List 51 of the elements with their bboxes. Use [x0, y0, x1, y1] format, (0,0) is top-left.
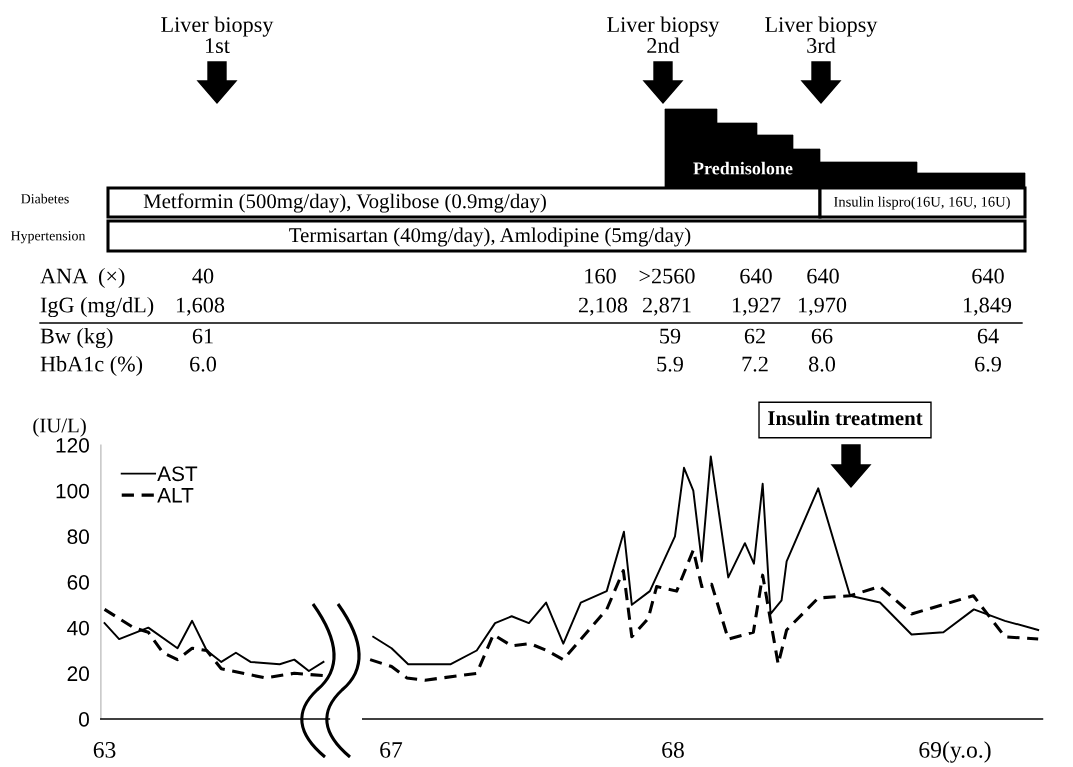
y-tick-label: 20: [67, 666, 89, 682]
y-axis-title: (IU/L): [33, 417, 86, 437]
x-tick-label: 68: [662, 741, 684, 758]
y-tick-label: 40: [67, 620, 89, 636]
text: 160: [585, 268, 616, 284]
x-tick-label: 67: [380, 741, 403, 758]
text: 59: [660, 328, 681, 344]
text: Diabetes: [21, 193, 69, 204]
text: 1,970: [798, 297, 847, 316]
text: 640: [740, 268, 772, 284]
line-series: [103, 607, 325, 680]
text: Liver biopsy 1st: [161, 16, 274, 54]
x-tick-label: 63: [93, 741, 116, 758]
text: Bw (kg): [40, 327, 113, 349]
y-tick-label: 60: [67, 575, 89, 590]
text: 61: [192, 328, 213, 344]
text: 2,108: [578, 297, 628, 316]
y-tick-label: 80: [67, 529, 89, 545]
text: Insulin treatment: [768, 410, 923, 426]
text: HbA1c (%): [40, 355, 143, 377]
text: 1,927: [732, 297, 781, 316]
x-tick-label: 69(y.o.): [919, 741, 991, 763]
text: 8.0: [808, 356, 836, 372]
text: Liver biopsy 3rd: [765, 16, 878, 54]
text: Prednisolone: [693, 161, 793, 175]
text: ANA (×): [40, 267, 125, 289]
text: 1,608: [176, 297, 225, 316]
text: 2,871: [642, 297, 691, 316]
text: 640: [807, 268, 839, 284]
text: 66: [811, 328, 833, 344]
text: Hypertension: [10, 231, 86, 244]
text: Metformin (500mg/day), Voglibose (0.9mg/day): [143, 193, 546, 213]
text: Liver biopsy 2nd: [607, 16, 720, 54]
legend-label: AST: [157, 466, 198, 482]
legend-label: ALT: [157, 488, 194, 503]
text: IgG (mg/dL): [40, 296, 154, 318]
y-tick-label: 0: [79, 712, 89, 727]
text: 64: [977, 328, 999, 344]
y-tick-label: 120: [56, 438, 89, 453]
text: 62: [744, 328, 765, 344]
text: >2560: [639, 268, 695, 284]
text: 7.2: [742, 356, 768, 372]
text: 5.9: [657, 356, 683, 372]
text: 640: [972, 268, 1004, 284]
text: 6.9: [975, 356, 1001, 372]
text: Insulin lispro(16U, 16U, 16U): [834, 196, 1010, 210]
y-tick-label: 100: [56, 483, 89, 499]
text: 1,849: [963, 297, 1012, 316]
text: 40: [192, 268, 214, 284]
text: Termisartan (40mg/day), Amlodipine (5mg/day): [289, 227, 691, 247]
text: 6.0: [190, 356, 217, 372]
